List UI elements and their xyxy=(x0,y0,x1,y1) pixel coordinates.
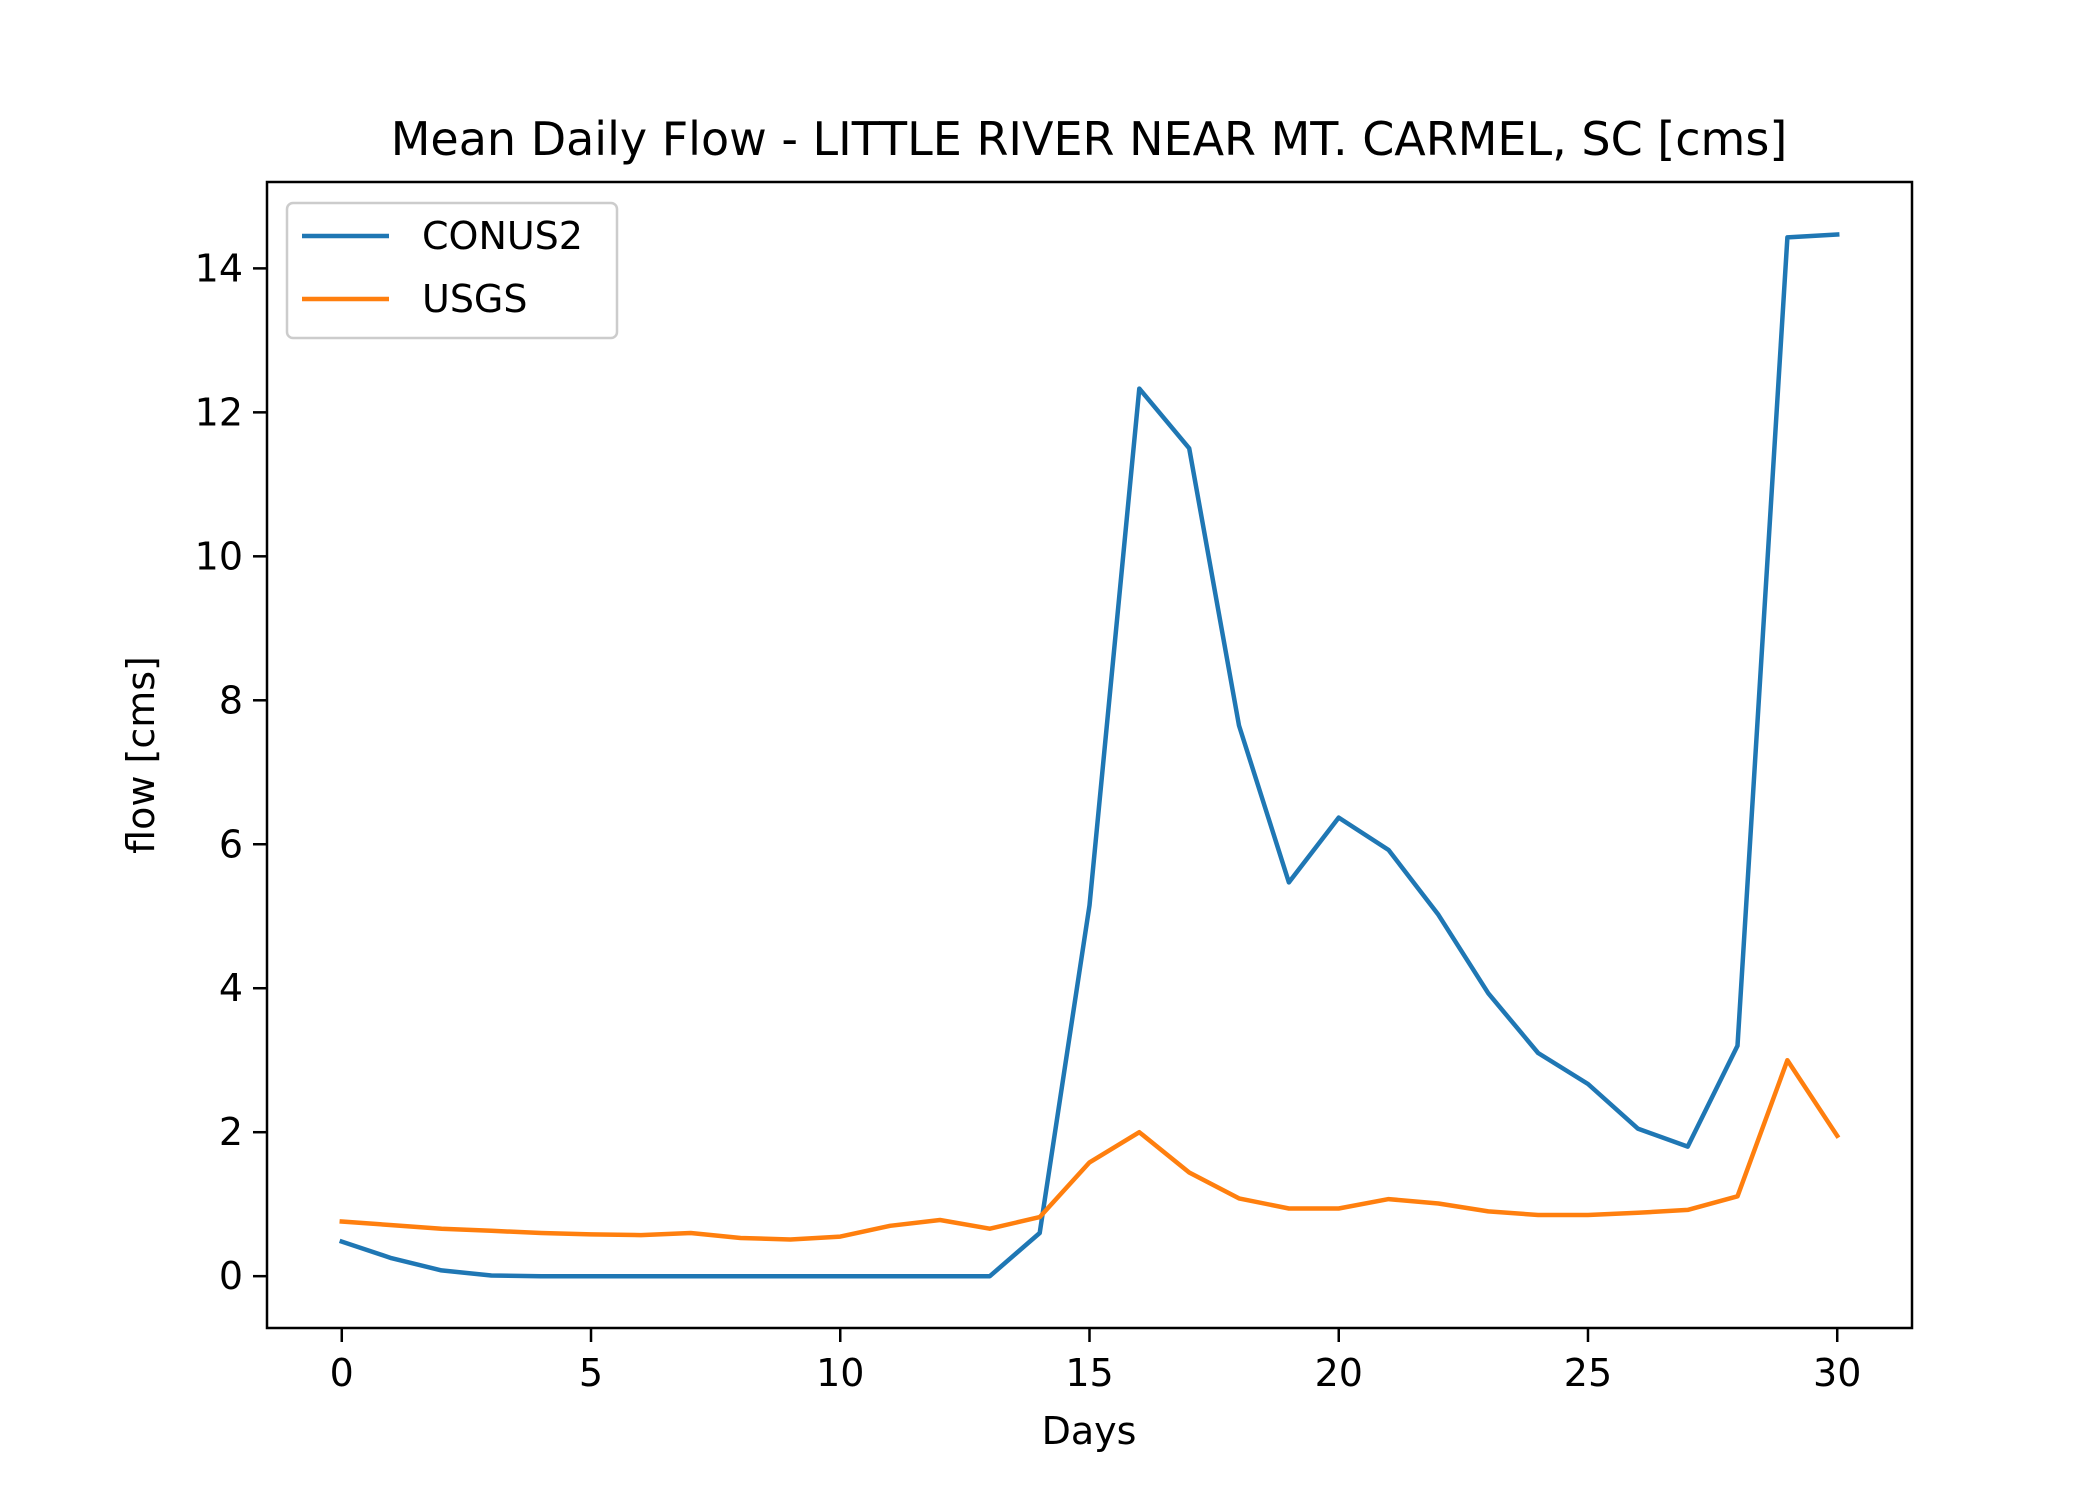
y-tick-label: 6 xyxy=(219,822,243,866)
x-tick-label: 0 xyxy=(330,1351,354,1395)
legend: CONUS2 USGS xyxy=(285,201,619,340)
legend-items: CONUS2 USGS xyxy=(302,214,583,321)
x-tick-label: 20 xyxy=(1315,1351,1363,1395)
series-line-usgs xyxy=(339,1057,1841,1242)
x-axis-ticks: 0 5 10 15 20 25 30 xyxy=(330,1328,1861,1395)
y-tick-label: 0 xyxy=(219,1254,243,1298)
legend-label-usgs: USGS xyxy=(422,277,528,321)
y-axis-ticks: 0 2 4 6 8 10 12 14 xyxy=(195,246,267,1298)
x-tick-label: 10 xyxy=(816,1351,864,1395)
x-axis-label: Days xyxy=(1042,1409,1137,1453)
series-group xyxy=(338,232,1841,1279)
y-tick-label: 12 xyxy=(195,390,243,434)
plot-area xyxy=(265,180,1914,1330)
y-tick-label: 4 xyxy=(219,966,243,1010)
y-axis-label: flow [cms] xyxy=(119,656,163,854)
x-tick-label: 25 xyxy=(1564,1351,1612,1395)
y-tick-label: 14 xyxy=(195,246,243,290)
x-tick-label: 30 xyxy=(1813,1351,1861,1395)
legend-label-conus2: CONUS2 xyxy=(422,214,583,258)
chart-title: Mean Daily Flow - LITTLE RIVER NEAR MT. … xyxy=(391,112,1788,166)
x-tick-label: 5 xyxy=(579,1351,603,1395)
y-tick-label: 10 xyxy=(195,534,243,578)
x-tick-label: 15 xyxy=(1065,1351,1113,1395)
series-line-conus2 xyxy=(338,232,1840,1279)
plot-frame xyxy=(265,180,1914,1330)
y-tick-label: 2 xyxy=(219,1110,243,1154)
y-tick-label: 8 xyxy=(219,678,243,722)
